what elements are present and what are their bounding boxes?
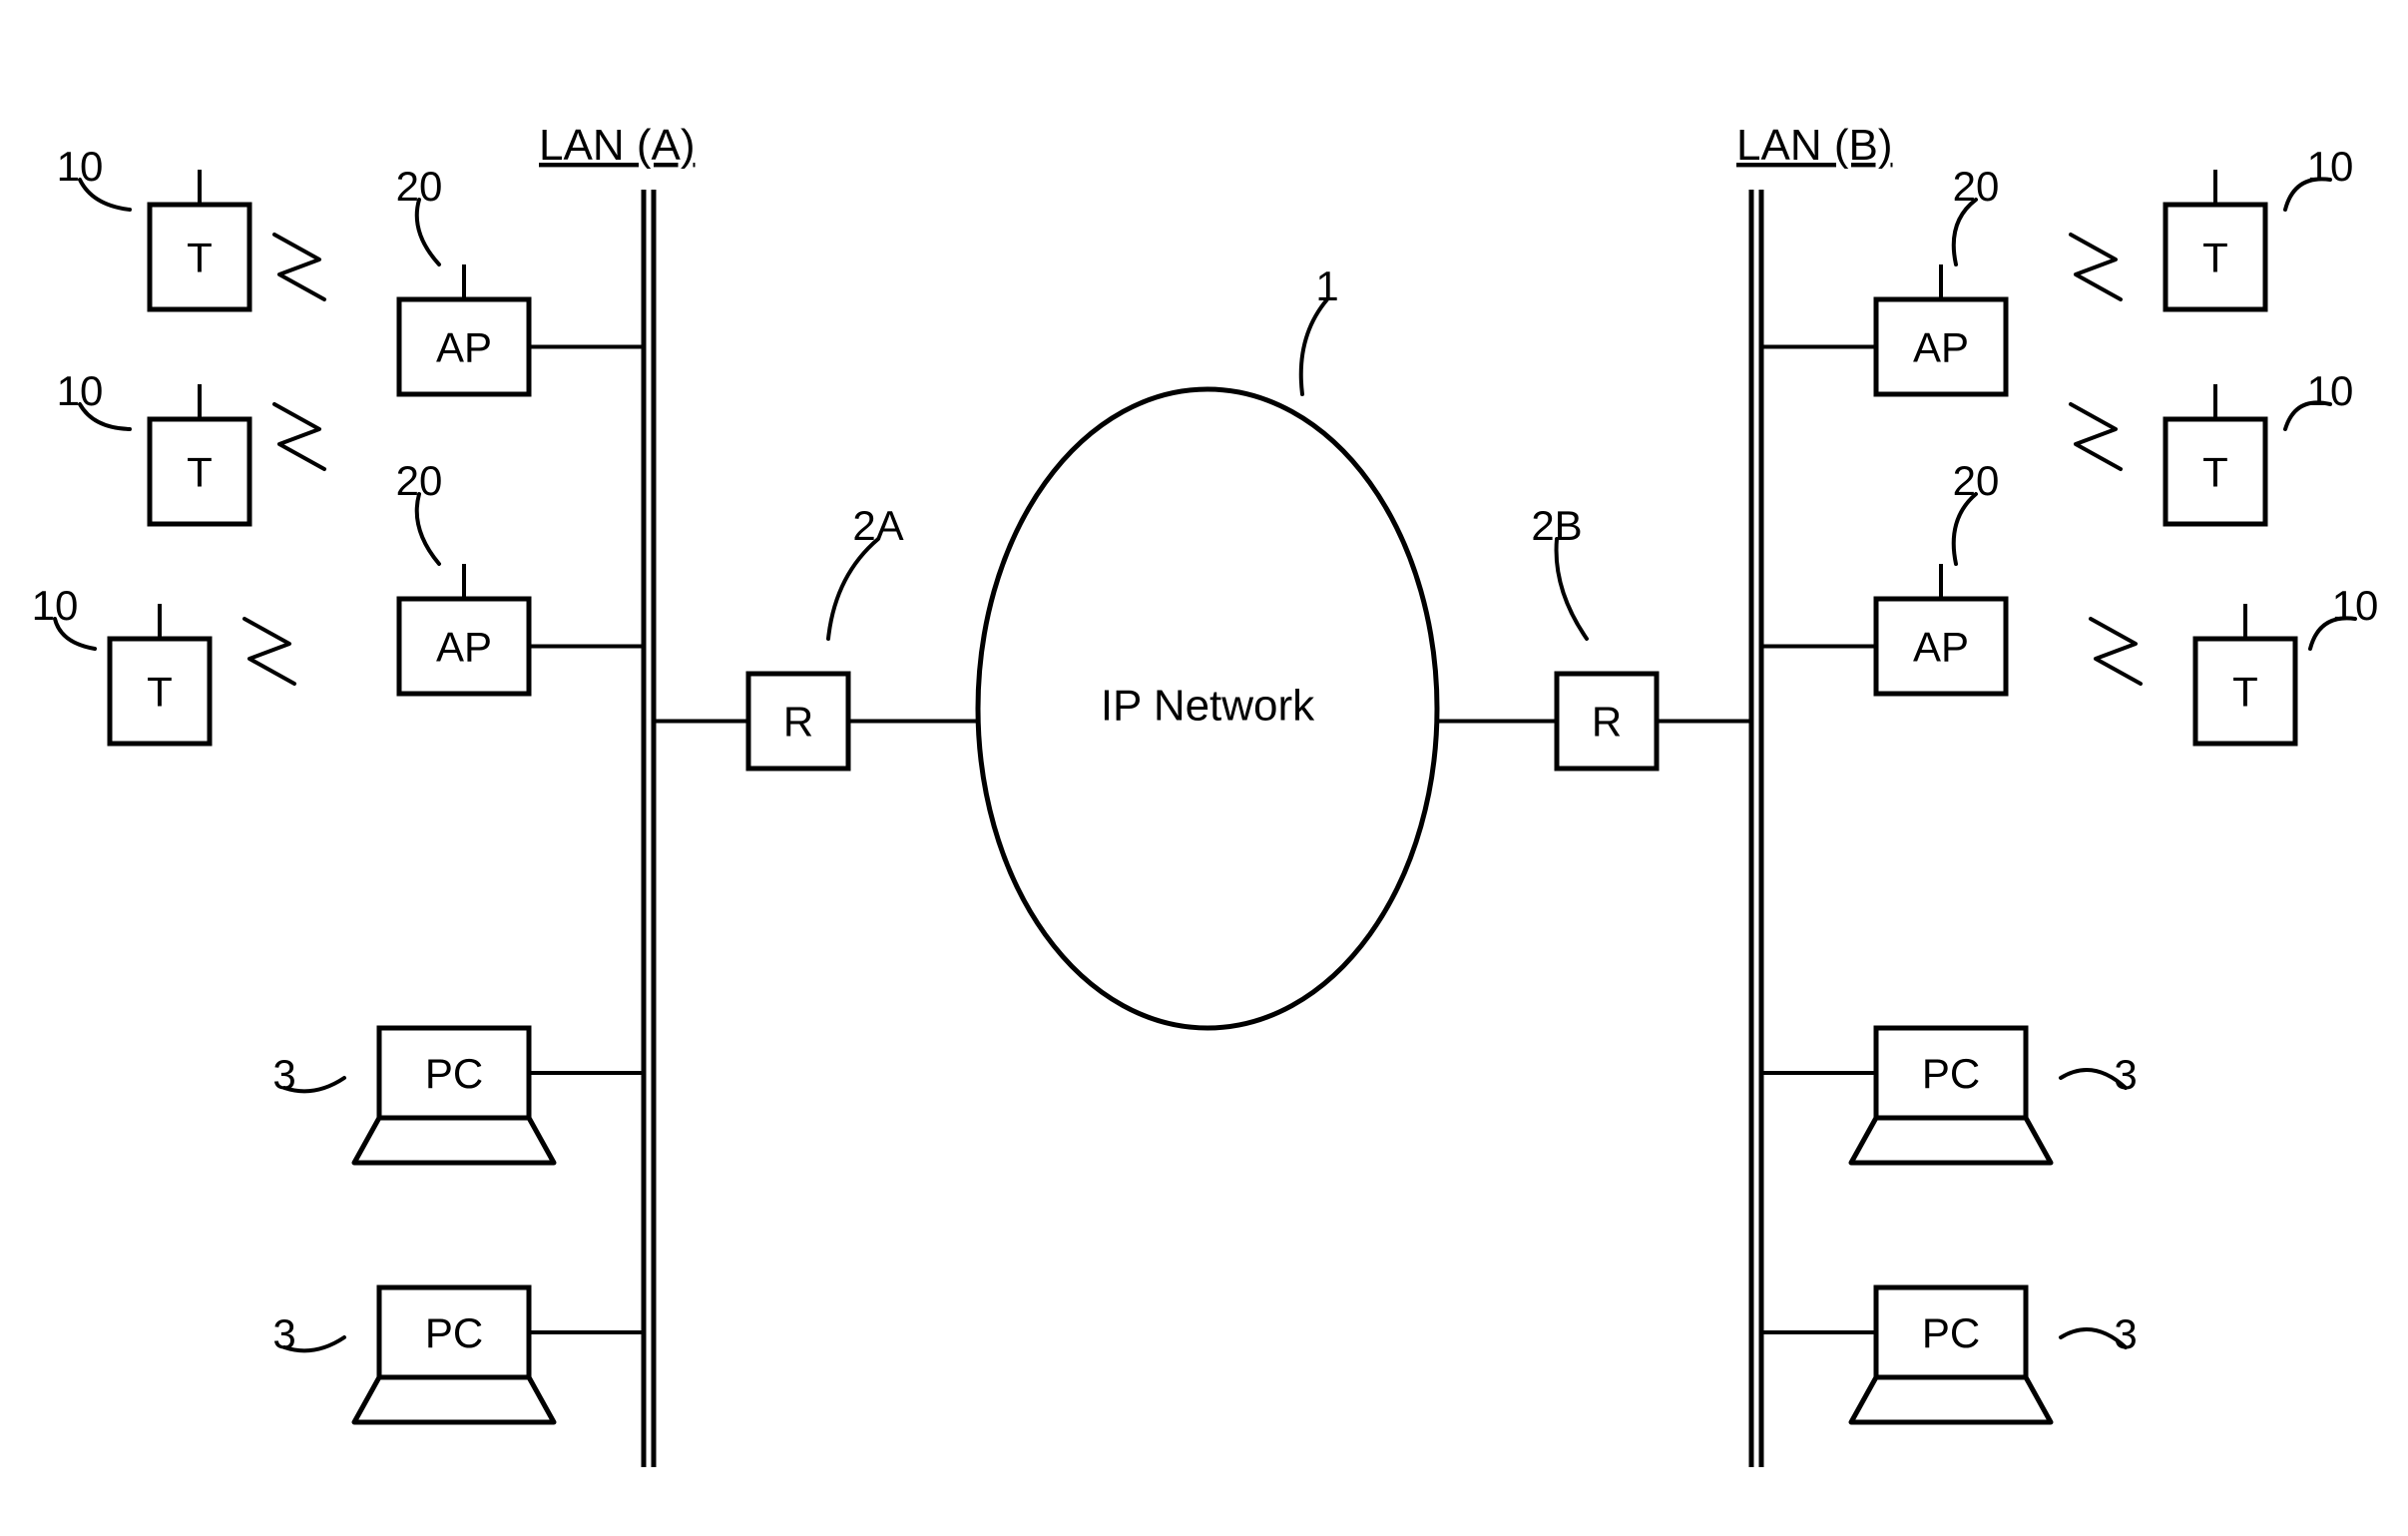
svg-text:PC: PC (425, 1309, 483, 1356)
svg-text:PC: PC (1922, 1309, 1980, 1356)
svg-text:LAN (B): LAN (B) (1736, 121, 1892, 170)
svg-text:T: T (187, 449, 213, 496)
svg-text:20: 20 (1953, 163, 2000, 210)
svg-text:10: 10 (2332, 582, 2379, 629)
svg-text:3: 3 (2114, 1051, 2137, 1098)
svg-text:LAN (A): LAN (A) (539, 121, 695, 170)
svg-text:T: T (2232, 669, 2258, 716)
svg-text:AP: AP (1913, 324, 1969, 371)
svg-text:AP: AP (436, 324, 492, 371)
svg-text:20: 20 (1953, 457, 2000, 504)
svg-text:IP Network: IP Network (1101, 682, 1315, 731)
svg-text:T: T (2202, 235, 2228, 281)
svg-text:3: 3 (2114, 1310, 2137, 1357)
svg-text:R: R (1592, 699, 1622, 746)
svg-text:PC: PC (1922, 1050, 1980, 1097)
svg-text:AP: AP (436, 624, 492, 671)
svg-text:10: 10 (2307, 143, 2354, 190)
svg-text:PC: PC (425, 1050, 483, 1097)
svg-text:AP: AP (1913, 624, 1969, 671)
svg-text:T: T (2202, 449, 2228, 496)
svg-text:T: T (147, 669, 173, 716)
svg-text:2A: 2A (852, 502, 903, 549)
svg-text:10: 10 (2307, 367, 2354, 414)
svg-text:T: T (187, 235, 213, 281)
svg-text:R: R (783, 699, 813, 746)
